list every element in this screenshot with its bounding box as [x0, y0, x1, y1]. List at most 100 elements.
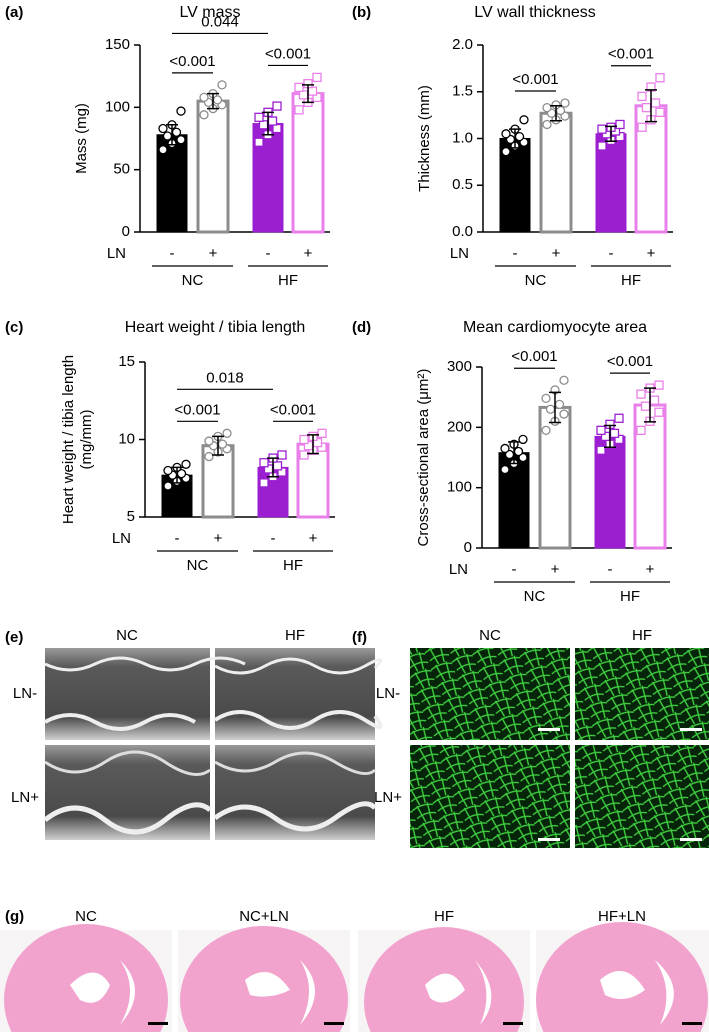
data-point — [518, 452, 528, 463]
x-tick-label: + — [304, 245, 313, 262]
data-point — [518, 434, 528, 445]
data-point — [204, 451, 214, 462]
data-point — [637, 122, 647, 132]
column-label: HF — [434, 908, 454, 925]
y-tick-label: 0 — [122, 223, 130, 240]
data-point — [542, 119, 552, 130]
y-tick-label: 10 — [118, 430, 135, 447]
x-tick-label: + — [646, 561, 655, 578]
row-label: LN+ — [374, 789, 402, 806]
data-point — [559, 409, 569, 419]
x-tick-label: - — [271, 530, 276, 547]
data-point — [272, 101, 282, 111]
group-label: NC — [182, 272, 204, 289]
comparison-label: <0.001 — [608, 46, 654, 63]
data-point — [641, 102, 652, 113]
y-axis-label: Heart weight / tibia length — [60, 355, 77, 524]
data-point — [299, 434, 309, 445]
group-label: HF — [621, 272, 641, 289]
y-tick-label: 0 — [464, 539, 472, 556]
y-tick-label: 100 — [447, 479, 472, 496]
data-point — [514, 131, 525, 142]
data-point — [312, 72, 322, 83]
x-tick-label: - — [175, 530, 180, 547]
x-tick-label: + — [214, 530, 223, 547]
data-point — [654, 407, 664, 417]
error-bar — [645, 89, 657, 123]
data-point — [637, 91, 647, 102]
column-label: HF — [285, 627, 305, 644]
error-bar — [549, 391, 561, 424]
column-label: NC — [75, 908, 97, 925]
data-point — [560, 98, 570, 108]
group-label: NC — [524, 588, 546, 605]
data-point — [649, 395, 660, 405]
panel-label: (g) — [5, 908, 24, 925]
data-point — [176, 135, 186, 145]
x-tick-label: - — [609, 245, 614, 262]
data-point — [217, 80, 227, 90]
data-point — [541, 393, 551, 404]
comparison-label: <0.001 — [174, 401, 220, 418]
error-bar — [550, 105, 562, 122]
data-point — [163, 465, 173, 476]
data-point — [307, 86, 318, 96]
data-point — [199, 110, 209, 120]
x-tick-label: + — [209, 245, 218, 262]
chart-title: LV wall thickness — [474, 4, 596, 21]
y-tick-label: 200 — [447, 418, 472, 435]
y-tick-label: 0.5 — [452, 176, 473, 193]
error-bar — [171, 466, 183, 484]
data-point — [176, 106, 186, 116]
y-axis-label: Cross-sectional area (μm²) — [415, 369, 432, 547]
x-axis-label: LN — [450, 245, 469, 262]
chart-title: Heart weight / tibia length — [125, 319, 306, 336]
data-point — [299, 450, 309, 460]
error-bar — [604, 424, 616, 448]
data-point — [259, 478, 269, 488]
x-axis-label: LN — [107, 245, 126, 262]
y-axis-label: Mass (mg) — [73, 103, 90, 174]
bar — [196, 99, 230, 234]
column-label: HF — [632, 627, 652, 644]
data-point — [615, 119, 625, 130]
data-point — [554, 399, 565, 410]
data-point — [171, 127, 182, 137]
y-tick-label: 1.0 — [452, 129, 473, 146]
group-label: NC — [187, 557, 209, 574]
data-point — [158, 145, 168, 155]
staining-images — [410, 648, 709, 848]
chart-title: LV mass — [179, 4, 240, 21]
x-axis-label: LN — [449, 561, 468, 578]
error-bar — [307, 434, 319, 455]
data-point — [272, 123, 282, 134]
comparison-label: <0.001 — [270, 401, 316, 418]
group-label: HF — [283, 557, 303, 574]
panel-label: (a) — [5, 4, 23, 21]
data-point — [204, 436, 214, 446]
y-tick-label: 0.0 — [452, 223, 473, 240]
data-point — [162, 131, 173, 141]
bar — [539, 111, 573, 234]
data-point — [258, 120, 269, 130]
data-point — [596, 445, 606, 455]
y-tick-label: 100 — [105, 98, 130, 115]
error-bar — [644, 387, 656, 423]
y-axis-label: (mg/mm) — [78, 410, 95, 470]
data-point — [317, 428, 327, 438]
x-tick-label: + — [309, 530, 318, 547]
data-point — [650, 98, 661, 108]
data-point — [267, 116, 278, 126]
column-label: NC+LN — [239, 908, 289, 925]
panel-label: (b) — [352, 4, 371, 21]
comparison-label: <0.001 — [511, 348, 557, 365]
x-tick-label: - — [513, 245, 518, 262]
data-point — [519, 115, 529, 125]
y-tick-label: 5 — [127, 508, 135, 525]
y-tick-label: 2.0 — [452, 36, 473, 53]
error-bar — [212, 435, 224, 456]
echo-images — [43, 648, 383, 840]
data-point — [254, 137, 264, 147]
error-bar — [509, 128, 521, 149]
